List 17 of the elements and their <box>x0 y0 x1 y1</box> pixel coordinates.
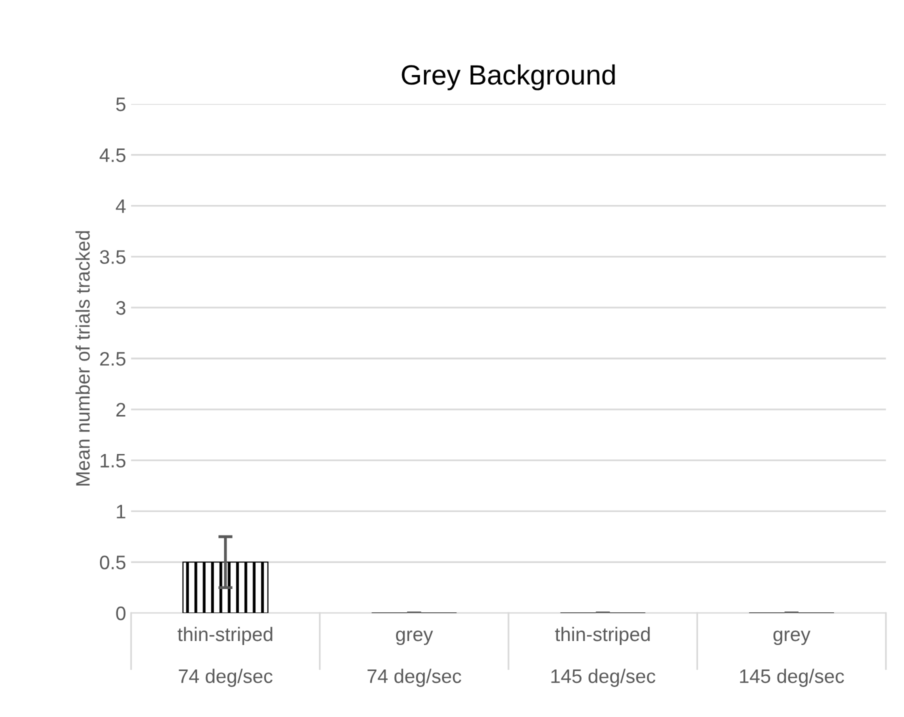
y-tick-label: 2 <box>116 402 126 416</box>
y-tick-label: 0.5 <box>100 556 126 570</box>
y-axis-title: Mean number of trials tracked <box>76 231 90 486</box>
y-tick-label: 1 <box>116 504 126 518</box>
y-tick-label: 5 <box>116 98 126 112</box>
category-label: grey 74 deg/sec <box>368 630 462 687</box>
category-label: grey 145 deg/sec <box>740 630 844 687</box>
category-label: thin-striped 74 deg/sec <box>178 626 272 687</box>
y-tick-label: 3 <box>116 301 126 315</box>
y-tick-label: 4 <box>116 199 126 213</box>
category-label: thin-striped 145 deg/sec <box>551 626 656 687</box>
y-tick-label: 4.5 <box>100 148 126 162</box>
y-tick-label: 1.5 <box>100 454 126 468</box>
y-tick-label: 0 <box>116 606 126 620</box>
y-tick-label: 2.5 <box>100 352 126 366</box>
y-tick-label: 3.5 <box>100 250 126 264</box>
chart-title: Grey Background <box>402 64 615 90</box>
